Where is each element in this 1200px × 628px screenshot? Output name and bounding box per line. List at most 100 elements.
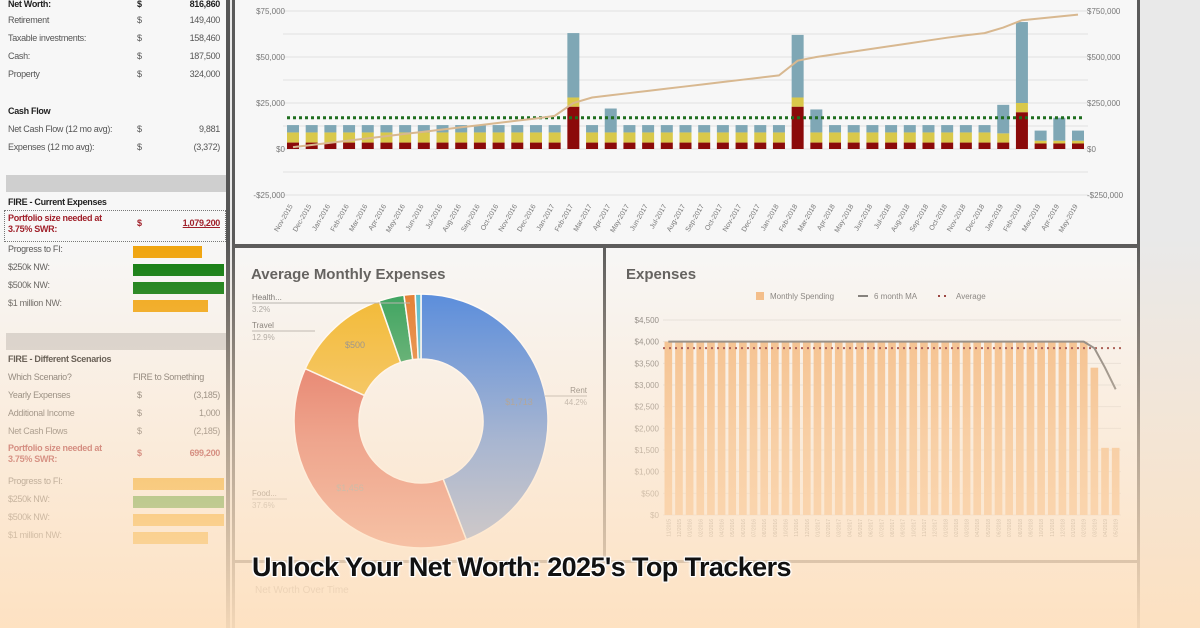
- progress-label: Progress to FI:: [8, 244, 63, 254]
- x-tick-label: Dec-2018: [965, 203, 986, 233]
- summary-row-currency: $: [137, 69, 142, 79]
- x-tick-label: Sep-2018: [909, 203, 930, 233]
- bar-segment: [941, 132, 954, 143]
- scenario-portfolio-label: Portfolio size needed at 3.75% SWR:: [8, 443, 102, 464]
- progress-label: $500k NW:: [8, 512, 50, 522]
- x-tick-label: Aug-2017: [666, 203, 687, 233]
- progress-bar: [133, 478, 224, 490]
- expense-bar: [1037, 341, 1045, 515]
- y-tick-label: $1,000: [635, 468, 660, 477]
- bar-segment: [997, 142, 1010, 149]
- expense-bar: [898, 341, 907, 515]
- x-tick-label: Jan-2017: [536, 203, 557, 232]
- bar-segment: [829, 132, 842, 143]
- y-tick-label: $1,500: [635, 446, 660, 455]
- scenario-select[interactable]: FIRE to Something: [133, 372, 204, 382]
- bar-segment: [735, 125, 748, 133]
- bar-segment: [343, 125, 356, 133]
- expense-bar: [781, 341, 790, 515]
- bar-segment: [959, 125, 972, 133]
- bar-segment: [810, 109, 823, 133]
- net-worth-label: Net Worth:: [8, 0, 51, 9]
- bar-segment: [978, 132, 991, 143]
- expense-bar: [866, 341, 875, 515]
- x-tick-label: 06/2016: [741, 519, 747, 537]
- bar-segment: [473, 132, 486, 143]
- bar-segment: [660, 125, 673, 133]
- x-tick-label: Nov-2015: [273, 203, 294, 233]
- summary-row-value: 149,400: [189, 15, 221, 25]
- bar-segment: [436, 132, 449, 143]
- scenario-row-value: 1,000: [198, 408, 220, 418]
- bar-segment: [829, 125, 842, 133]
- y-tick-label: $50,000: [256, 53, 285, 62]
- x-tick-label: 05/2017: [858, 519, 864, 537]
- expense-bar: [802, 341, 811, 515]
- expense-bar: [845, 341, 854, 515]
- y2-tick-label: $500,000: [1087, 53, 1121, 62]
- bar-segment: [567, 33, 580, 98]
- x-tick-label: May-2016: [385, 203, 407, 234]
- bar-segment: [866, 142, 879, 149]
- progress-bar: [133, 532, 208, 544]
- bar-segment: [361, 142, 374, 149]
- expense-bar: [834, 341, 843, 515]
- section-divider: [6, 333, 226, 350]
- progress-bar: [133, 496, 224, 508]
- bar-segment: [455, 142, 468, 149]
- expense-bar: [1005, 341, 1013, 515]
- bar-segment: [586, 142, 599, 149]
- bar-segment: [660, 142, 673, 149]
- bar-segment: [511, 132, 524, 143]
- bar-segment: [417, 132, 430, 143]
- x-tick-label: 12/2015: [677, 519, 683, 537]
- bar-segment: [716, 142, 729, 149]
- slice-percent: 12.9%: [252, 333, 275, 342]
- x-tick-label: 11/2016: [794, 519, 800, 537]
- slice-label: Travel: [252, 321, 274, 330]
- summary-sheet: Net Worth: $816,860 Retirement $149,400 Taxa…: [0, 0, 230, 628]
- expense-bar: [707, 341, 715, 515]
- expense-bar: [1015, 341, 1024, 515]
- bar-segment: [1015, 22, 1028, 103]
- x-tick-label: 06/2017: [869, 519, 875, 537]
- bar-segment: [586, 125, 599, 133]
- x-tick-label: 10/2016: [783, 519, 789, 537]
- bar-segment: [679, 142, 692, 149]
- bar-segment: [772, 125, 785, 133]
- bar-segment: [660, 132, 673, 143]
- bar-segment: [903, 125, 916, 133]
- y-tick-label: $3,000: [635, 381, 660, 390]
- bar-segment: [1034, 143, 1047, 149]
- progress-bar: [133, 282, 224, 294]
- bar-segment: [324, 125, 337, 133]
- x-tick-label: Dec-2017: [741, 203, 762, 233]
- expense-bar: [930, 341, 939, 515]
- slice-label: Health...: [252, 293, 282, 302]
- progress-label: $250k NW:: [8, 494, 50, 504]
- x-tick-label: 04/2016: [720, 519, 726, 537]
- expense-bar: [909, 341, 918, 515]
- bar-segment: [548, 132, 561, 143]
- x-tick-label: 10/2017: [911, 519, 917, 537]
- bar-segment: [305, 125, 318, 133]
- bar-segment: [287, 125, 299, 133]
- bar-segment: [922, 125, 935, 133]
- bar-segment: [324, 132, 337, 143]
- bar-segment: [922, 142, 935, 149]
- expense-bar: [1026, 341, 1035, 515]
- cash-flow-row-value: 9,881: [198, 124, 220, 134]
- bar-segment: [885, 125, 898, 133]
- headline: Unlock Your Net Worth: 2025's Top Tracke…: [252, 552, 791, 582]
- bar-segment: [455, 132, 468, 143]
- progress-label: Progress to FI:: [8, 476, 63, 486]
- bar-segment: [735, 142, 748, 149]
- slice-value-label: $500: [345, 340, 365, 350]
- x-tick-label: 11/2015: [666, 519, 672, 537]
- x-tick-label: 09/2016: [773, 519, 779, 537]
- summary-row-value: 158,460: [189, 33, 221, 43]
- expense-bar: [696, 341, 705, 515]
- cash-flow-chart: $75,000 $50,000 $25,000 $0 -$25,000 $750,000 $…: [253, 7, 1123, 234]
- expense-bar: [792, 341, 800, 515]
- cash-flow-chart-panel: $75,000 $50,000 $25,000 $0 -$25,000 $750,000 $…: [232, 0, 1140, 247]
